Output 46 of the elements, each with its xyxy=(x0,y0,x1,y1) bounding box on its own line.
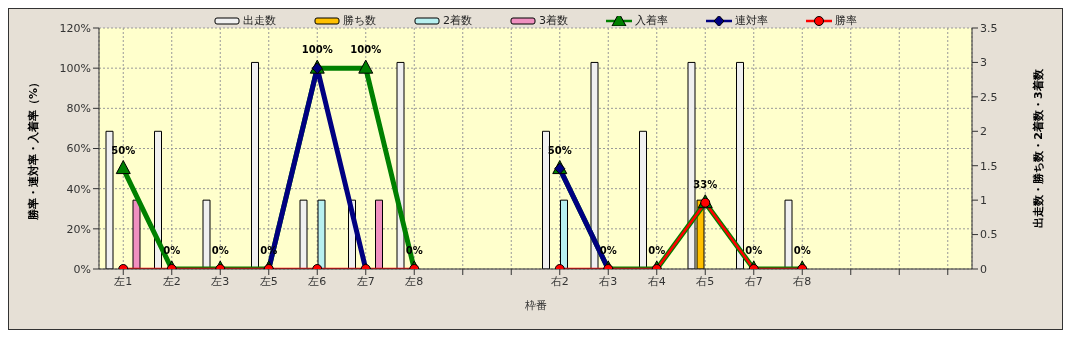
x-tick-label: 右5 xyxy=(696,274,715,288)
x-tick-label: 左1 xyxy=(114,274,133,288)
data-label: 33% xyxy=(693,178,718,190)
data-label: 50% xyxy=(111,144,136,156)
y-tick-label: 100% xyxy=(59,62,91,76)
x-axis-title: 枠番 xyxy=(523,299,547,312)
y-tick-label: 120% xyxy=(59,21,91,35)
legend-label: 出走数 xyxy=(243,13,276,28)
data-label: 0% xyxy=(745,245,763,256)
data-label: 100% xyxy=(301,44,333,56)
legend-label: 入着率 xyxy=(635,13,668,28)
data-label: 0% xyxy=(211,245,229,256)
y2-tick-label: 3.5 xyxy=(980,21,998,35)
x-tick-label: 左3 xyxy=(211,274,230,288)
y2-tick-label: 1 xyxy=(980,194,987,208)
x-tick-label: 左7 xyxy=(356,274,375,288)
data-label: 0% xyxy=(648,245,666,256)
y-tick-label: 40% xyxy=(66,182,91,196)
legend-label: 勝ち数 xyxy=(343,13,376,28)
y2-axis-title: 出走数・勝ち数・2着数・3着数 xyxy=(1031,68,1045,228)
x-tick-label: 右7 xyxy=(744,274,763,288)
y2-tick-label: 0.5 xyxy=(980,228,998,242)
x-tick-label: 右4 xyxy=(647,274,666,288)
data-label: 100% xyxy=(350,44,382,56)
legend-label: 2着数 xyxy=(443,13,472,28)
y-tick-label: 0% xyxy=(73,262,91,276)
x-tick-label: 右8 xyxy=(793,274,812,288)
y2-tick-label: 2 xyxy=(980,125,987,139)
x-tick-label: 左2 xyxy=(162,274,181,288)
x-tick-label: 右2 xyxy=(550,274,569,288)
y-tick-label: 80% xyxy=(66,102,91,116)
y-tick-label: 20% xyxy=(66,222,91,236)
y-tick-label: 60% xyxy=(66,142,91,156)
y2-tick-label: 1.5 xyxy=(980,159,998,173)
y-axis-title: 勝率・連対率・入着率（%） xyxy=(26,76,40,222)
legend-label: 勝率 xyxy=(835,13,857,28)
x-tick-label: 左6 xyxy=(308,274,327,288)
legend-label: 連対率 xyxy=(735,13,768,28)
y2-tick-label: 0 xyxy=(980,262,987,276)
legend-label: 3着数 xyxy=(539,13,568,28)
x-tick-label: 右3 xyxy=(599,274,618,288)
data-label: 0% xyxy=(793,245,811,256)
y2-tick-label: 2.5 xyxy=(980,90,998,104)
y2-tick-label: 3 xyxy=(980,56,987,70)
x-tick-label: 左5 xyxy=(259,274,278,288)
x-tick-label: 左8 xyxy=(405,274,424,288)
